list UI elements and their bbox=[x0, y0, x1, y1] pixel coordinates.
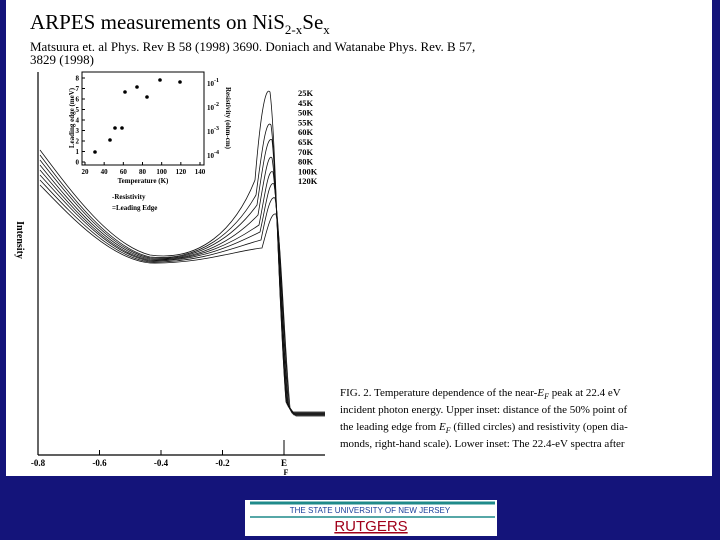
citation: Matsuura et. al Phys. Rev B 58 (1998) 36… bbox=[30, 39, 475, 54]
inset-y2-tick-base: 10 bbox=[207, 152, 215, 160]
inset-y-tick-label: 8 bbox=[76, 75, 80, 83]
inset-x-tick-label: 80 bbox=[139, 168, 147, 176]
inset-y-label: Leading edge (meV) bbox=[68, 87, 76, 148]
caption-text: (filled circles) and resistivity (open d… bbox=[451, 421, 628, 433]
inset-points bbox=[93, 78, 182, 154]
inset-y-tick-label: 6 bbox=[76, 96, 80, 104]
inset-x-tick-label: 60 bbox=[120, 168, 128, 176]
temperature-label: 120K bbox=[298, 176, 318, 186]
caption-text: F bbox=[543, 392, 549, 401]
inset-point bbox=[93, 150, 97, 154]
spectra bbox=[39, 90, 325, 417]
figure: Intensity E F Leading edge (meV) bbox=[14, 71, 325, 477]
inset-y2-tick-label: 10-4 bbox=[207, 150, 219, 160]
spectrum bbox=[39, 184, 325, 417]
temperature-label: 25K bbox=[298, 88, 314, 98]
inset-point bbox=[113, 126, 117, 130]
inset-y2-tick-base: 10 bbox=[207, 128, 215, 136]
title-subscript: 2-x bbox=[285, 22, 303, 37]
inset-y2-tick-label: 10-1 bbox=[207, 78, 219, 88]
inset-y2-tick-label: 10-3 bbox=[207, 126, 219, 136]
x-tick-label: -0.6 bbox=[92, 458, 107, 468]
inset-legend: =Leading Edge bbox=[112, 204, 157, 212]
title-text: S bbox=[273, 10, 285, 34]
inset-y-tick-label: 2 bbox=[76, 138, 80, 146]
inset-y-tick-label: 7 bbox=[76, 85, 80, 93]
inset-x-tick-label: 100 bbox=[156, 168, 167, 176]
inset-point bbox=[120, 126, 124, 130]
caption-text: E bbox=[438, 421, 446, 433]
inset-x-label: Temperature (K) bbox=[118, 177, 169, 185]
inset-y-tick-label: 0 bbox=[76, 159, 80, 167]
temperature-label: 70K bbox=[298, 147, 314, 157]
inset-x-tick-label: 40 bbox=[101, 168, 109, 176]
inset-labels: Leading edge (meV) Resistivity (ohm-cm) … bbox=[68, 75, 232, 213]
x-tick-label: -0.8 bbox=[31, 458, 46, 468]
inset-point bbox=[145, 95, 149, 99]
caption-text: the leading edge from bbox=[340, 421, 439, 433]
inset-x-tick-label: 140 bbox=[195, 168, 206, 176]
inset-y2-tick-base: 10 bbox=[207, 80, 215, 88]
inset-x-tick-label: 120 bbox=[176, 168, 187, 176]
temperature-label: 80K bbox=[298, 157, 314, 167]
caption-text: peak at 22.4 eV bbox=[549, 387, 621, 399]
inset-point bbox=[135, 85, 139, 89]
spectrum bbox=[39, 169, 325, 415]
inset-point bbox=[123, 90, 127, 94]
title-text: Se bbox=[302, 10, 323, 34]
temperature-label: 100K bbox=[298, 166, 318, 176]
inset-y-tick-label: 4 bbox=[76, 117, 80, 125]
inset-y2-tick-exponent: -4 bbox=[214, 150, 219, 156]
slide-title: ARPES measurements on NiS2-xSex bbox=[30, 10, 330, 37]
inset-point bbox=[158, 78, 162, 82]
caption-line: incident photon energy. Upper inset: dis… bbox=[340, 404, 627, 416]
spectrum bbox=[39, 179, 325, 416]
title-text: ARPES measurements on Ni bbox=[30, 10, 273, 34]
caption-text: FIG. 2. Temperature dependence of the ne… bbox=[340, 387, 538, 399]
spectrum bbox=[39, 174, 325, 416]
caption-text: F bbox=[445, 426, 451, 435]
x-tick-label: -0.4 bbox=[154, 458, 169, 468]
inset-y-tick-label: 5 bbox=[76, 106, 80, 114]
caption-text: E bbox=[536, 387, 544, 399]
inset-y2-tick-label: 10-2 bbox=[207, 102, 219, 112]
inset-y2-tick-exponent: -1 bbox=[214, 78, 219, 84]
inset-point bbox=[108, 138, 112, 142]
temperature-label: 65K bbox=[298, 137, 314, 147]
ef-label: F bbox=[284, 468, 289, 477]
caption-line: monds, right-hand scale). Lower inset: T… bbox=[340, 438, 625, 450]
inset-legend: -Resistivity bbox=[112, 193, 146, 201]
inset-frame bbox=[81, 71, 205, 166]
temperature-label: 55K bbox=[298, 117, 314, 127]
caption-line: the leading edge from EF (filled circles… bbox=[340, 421, 628, 435]
inset-x-tick-label: 20 bbox=[82, 168, 90, 176]
inset-y2-label: Resistivity (ohm-cm) bbox=[224, 87, 232, 150]
temperature-label: 50K bbox=[298, 108, 314, 118]
footer-box bbox=[245, 500, 497, 536]
x-tick-label: -0.2 bbox=[215, 458, 230, 468]
y-axis-label: Intensity bbox=[14, 221, 25, 259]
inset-point bbox=[178, 80, 182, 84]
caption-line: FIG. 2. Temperature dependence of the ne… bbox=[340, 387, 621, 401]
inset-y2-tick-exponent: -3 bbox=[214, 126, 219, 132]
citation: 3829 (1998) bbox=[30, 52, 94, 67]
temperature-label: 60K bbox=[298, 127, 314, 137]
footer-name: RUTGERS bbox=[334, 518, 407, 535]
inset-y-tick-label: 3 bbox=[76, 127, 80, 135]
temperature-label: 45K bbox=[298, 98, 314, 108]
footer-university: THE STATE UNIVERSITY OF NEW JERSEY bbox=[290, 506, 451, 515]
inset-y2-tick-exponent: -2 bbox=[214, 102, 219, 108]
inset-y2-tick-base: 10 bbox=[207, 104, 215, 112]
inset-y-tick-label: 1 bbox=[76, 148, 80, 156]
title-subscript: x bbox=[323, 22, 330, 37]
ef-label: E bbox=[281, 458, 287, 468]
